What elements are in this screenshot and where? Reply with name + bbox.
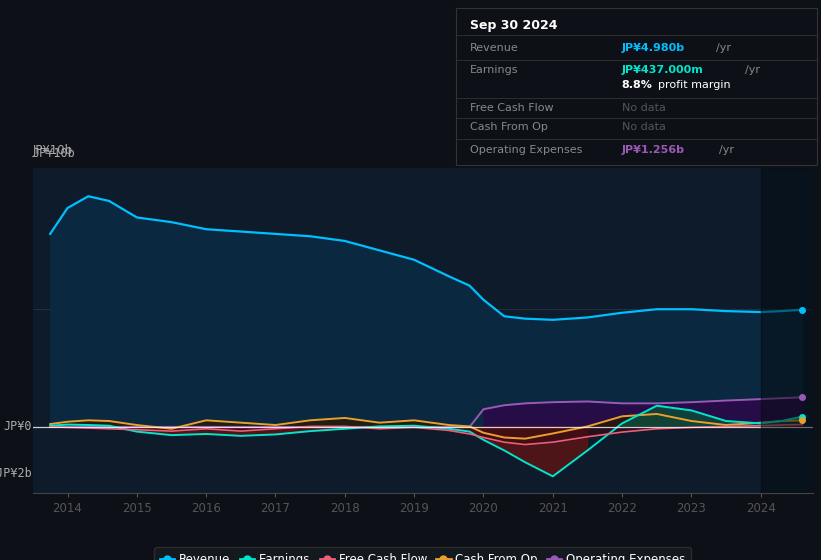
Text: Free Cash Flow: Free Cash Flow: [470, 103, 553, 113]
Text: JP¥0: JP¥0: [3, 421, 32, 433]
Legend: Revenue, Earnings, Free Cash Flow, Cash From Op, Operating Expenses: Revenue, Earnings, Free Cash Flow, Cash …: [154, 548, 691, 560]
Bar: [761, 168, 813, 493]
Text: JP¥1.256b: JP¥1.256b: [621, 144, 685, 155]
Text: No data: No data: [621, 122, 666, 132]
Text: Cash From Op: Cash From Op: [470, 122, 548, 132]
Text: Earnings: Earnings: [470, 64, 519, 74]
Text: No data: No data: [621, 103, 666, 113]
Text: Operating Expenses: Operating Expenses: [470, 144, 582, 155]
Text: JP¥4.980b: JP¥4.980b: [621, 43, 685, 53]
Text: -JP¥2b: -JP¥2b: [0, 468, 32, 480]
Text: JP¥437.000m: JP¥437.000m: [621, 64, 704, 74]
Text: profit margin: profit margin: [658, 80, 731, 90]
Text: Sep 30 2024: Sep 30 2024: [470, 20, 557, 32]
Text: /yr: /yr: [716, 43, 731, 53]
Text: 8.8%: 8.8%: [621, 80, 653, 90]
Text: Revenue: Revenue: [470, 43, 519, 53]
Text: JP¥10b: JP¥10b: [33, 147, 76, 160]
Text: /yr: /yr: [719, 144, 734, 155]
Text: /yr: /yr: [745, 64, 759, 74]
Text: JP¥10b: JP¥10b: [33, 144, 73, 157]
